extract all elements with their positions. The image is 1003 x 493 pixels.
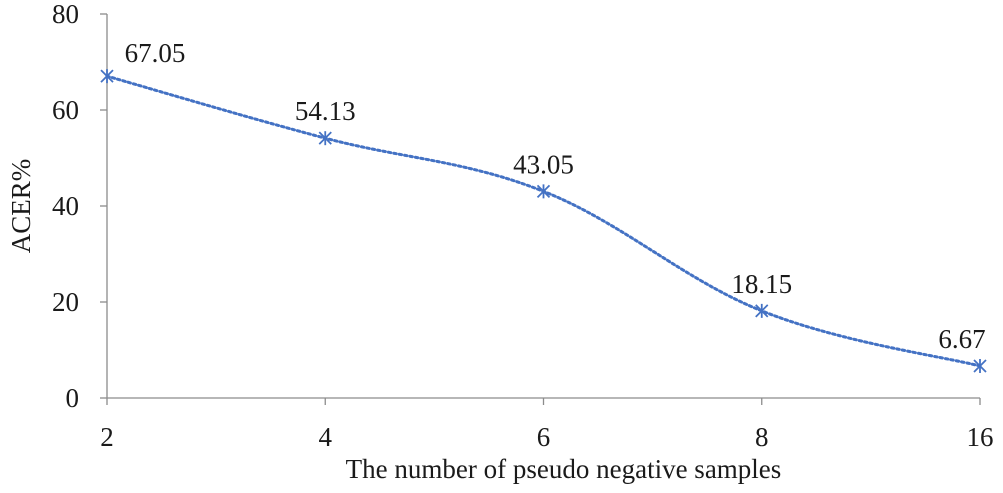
data-label: 67.05 (125, 38, 186, 68)
x-tick-label: 16 (967, 422, 994, 452)
x-tick-label: 2 (100, 422, 114, 452)
data-label: 6.67 (938, 324, 985, 354)
y-tick-label: 80 (52, 0, 79, 29)
axes: 0 20 40 60 80 2 4 6 8 16 (52, 0, 994, 452)
data-label: 18.15 (731, 269, 792, 299)
x-tick-label: 6 (537, 422, 551, 452)
y-tick-label: 60 (52, 95, 79, 125)
x-tick-label: 8 (755, 422, 769, 452)
x-tick-label: 4 (319, 422, 333, 452)
y-tick-label: 40 (52, 191, 79, 221)
y-tick-label: 0 (66, 383, 80, 413)
data-point-marker (100, 69, 114, 84)
series-line (105, 74, 982, 368)
data-point-marker (536, 184, 551, 199)
data-point-marker (318, 131, 332, 146)
series-layer (100, 69, 987, 373)
y-axis-title: ACER% (6, 159, 36, 254)
data-label: 43.05 (513, 149, 574, 179)
x-axis-title: The number of pseudo negative samples (346, 454, 782, 484)
data-point-marker (755, 303, 769, 318)
labels-layer: 67.05 54.13 43.05 18.15 6.67 (125, 38, 986, 354)
data-point-marker (973, 358, 987, 373)
y-tick-label: 20 (52, 287, 79, 317)
data-label: 54.13 (295, 96, 356, 126)
